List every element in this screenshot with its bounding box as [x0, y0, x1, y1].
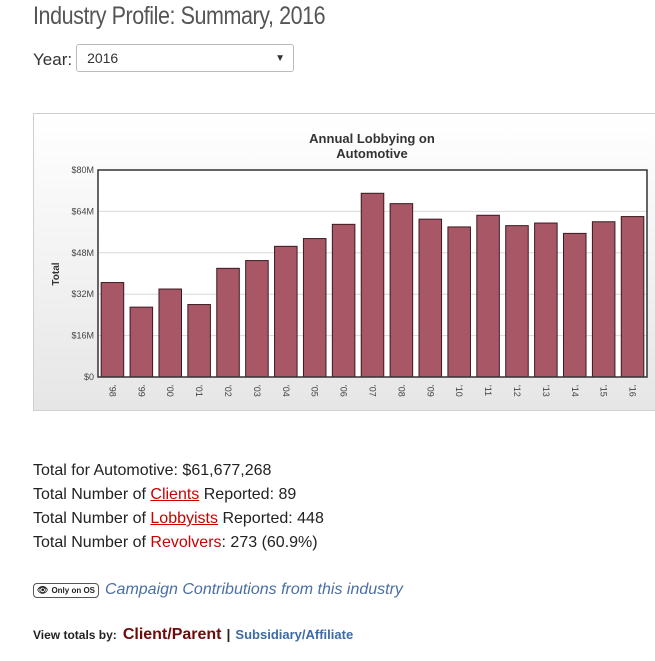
y-tick-label: $64M	[71, 206, 94, 216]
bar	[187, 304, 211, 378]
x-tick-label: '06	[339, 385, 349, 397]
contributions-row: 👁 Only on OS Campaign Contributions from…	[33, 581, 403, 599]
y-tick-label: $16M	[71, 331, 94, 341]
bar	[274, 245, 298, 378]
bar	[418, 218, 443, 378]
x-tick-label: '04	[281, 385, 291, 397]
plot-area: $0 $16M $32M $48M $64M $80M '98 '99 '00 '01 '02 '03…	[71, 165, 648, 397]
client-parent-option[interactable]: Client/Parent	[122, 626, 222, 643]
chart-ylabel: Total	[51, 262, 62, 285]
bar	[591, 221, 616, 378]
industry-total-value: $61,677,268	[182, 462, 272, 479]
chart-svg: Annual Lobbying on Automotive Total $0 $1…	[51, 131, 648, 397]
x-tick-label: '00	[165, 385, 175, 397]
chevron-down-icon: ▼	[275, 52, 286, 64]
clients-link[interactable]: Clients	[150, 486, 200, 503]
bar	[302, 238, 327, 378]
revolvers-count: : 273 (60.9%)	[221, 534, 318, 551]
bar	[389, 203, 414, 378]
x-tick-label: '11	[483, 385, 493, 396]
industry-total-line: Total for Automotive: $61,677,268	[33, 459, 324, 483]
year-filter: Year: 2016 ▼	[33, 44, 295, 72]
bar	[447, 226, 471, 378]
revolvers-label[interactable]: Revolvers	[150, 534, 222, 551]
x-tick-label: '08	[396, 385, 406, 397]
lobbyists-count: Reported: 448	[222, 510, 324, 527]
plot-border	[97, 169, 648, 378]
lobbying-chart: Annual Lobbying on Automotive Total $0 $1…	[33, 113, 655, 411]
bar	[562, 232, 587, 378]
y-tick-label: $48M	[71, 248, 94, 258]
x-tick-label: '15	[599, 385, 609, 397]
x-tick-label: '99	[136, 385, 146, 397]
badge-text: Only on OS	[51, 585, 95, 595]
lobbyists-line: Total Number of Lobbyists Reported: 448	[33, 507, 324, 531]
bar	[216, 267, 240, 378]
bar	[158, 288, 183, 378]
x-tick-label: '10	[454, 385, 464, 397]
lobbyists-link[interactable]: Lobbyists	[150, 510, 218, 527]
clients-prefix: Total Number of	[33, 486, 146, 503]
bar	[505, 225, 529, 378]
bar	[129, 306, 154, 378]
y-tick-label: $0	[84, 372, 94, 382]
campaign-contributions-link[interactable]: Campaign Contributions from this industr…	[105, 581, 403, 598]
x-tick-label: '02	[223, 385, 233, 397]
view-totals-separator: |	[226, 626, 231, 642]
subsidiary-affiliate-link[interactable]: Subsidiary/Affiliate	[235, 627, 354, 642]
year-label: Year:	[33, 50, 73, 69]
bar	[100, 282, 125, 378]
x-tick-label: '14	[570, 385, 580, 397]
view-totals-bar: View totals by: Client/Parent | Subsidia…	[33, 626, 353, 644]
chart-title: Annual Lobbying on	[309, 131, 435, 146]
view-totals-label: View totals by:	[33, 628, 117, 642]
bar	[360, 192, 385, 378]
bar	[534, 222, 558, 378]
x-tick-label: '01	[194, 385, 204, 397]
eye-icon: 👁	[37, 584, 49, 595]
revolvers-prefix: Total Number of	[33, 534, 146, 551]
x-tick-label: '05	[310, 385, 320, 397]
industry-total-label: Total for Automotive:	[33, 462, 178, 479]
lobbyists-prefix: Total Number of	[33, 510, 146, 527]
totals-section: Total for Automotive: $61,677,268 Total …	[33, 459, 324, 555]
year-select[interactable]: 2016 ▼	[76, 44, 295, 72]
bar	[245, 260, 269, 378]
y-tick-label: $80M	[71, 165, 94, 175]
clients-count: Reported: 89	[203, 486, 297, 503]
clients-line: Total Number of Clients Reported: 89	[33, 483, 324, 507]
bar	[620, 216, 645, 378]
only-on-os-badge: 👁 Only on OS	[33, 582, 99, 598]
revolvers-line: Total Number of Revolvers: 273 (60.9%)	[33, 531, 324, 555]
x-tick-label: '12	[512, 385, 522, 397]
x-tick-label: '16	[628, 385, 638, 397]
x-tick-label: '13	[541, 385, 551, 397]
bar	[331, 223, 356, 378]
y-tick-label: $32M	[71, 289, 94, 299]
x-tick-label: '03	[252, 385, 262, 397]
x-tick-label: '98	[107, 385, 117, 397]
page-title: Industry Profile: Summary, 2016	[33, 2, 326, 30]
chart-subtitle: Automotive	[336, 146, 408, 161]
year-select-value: 2016	[87, 50, 119, 66]
bar	[476, 214, 500, 378]
x-tick-label: '09	[425, 385, 435, 397]
x-tick-label: '07	[368, 385, 378, 397]
